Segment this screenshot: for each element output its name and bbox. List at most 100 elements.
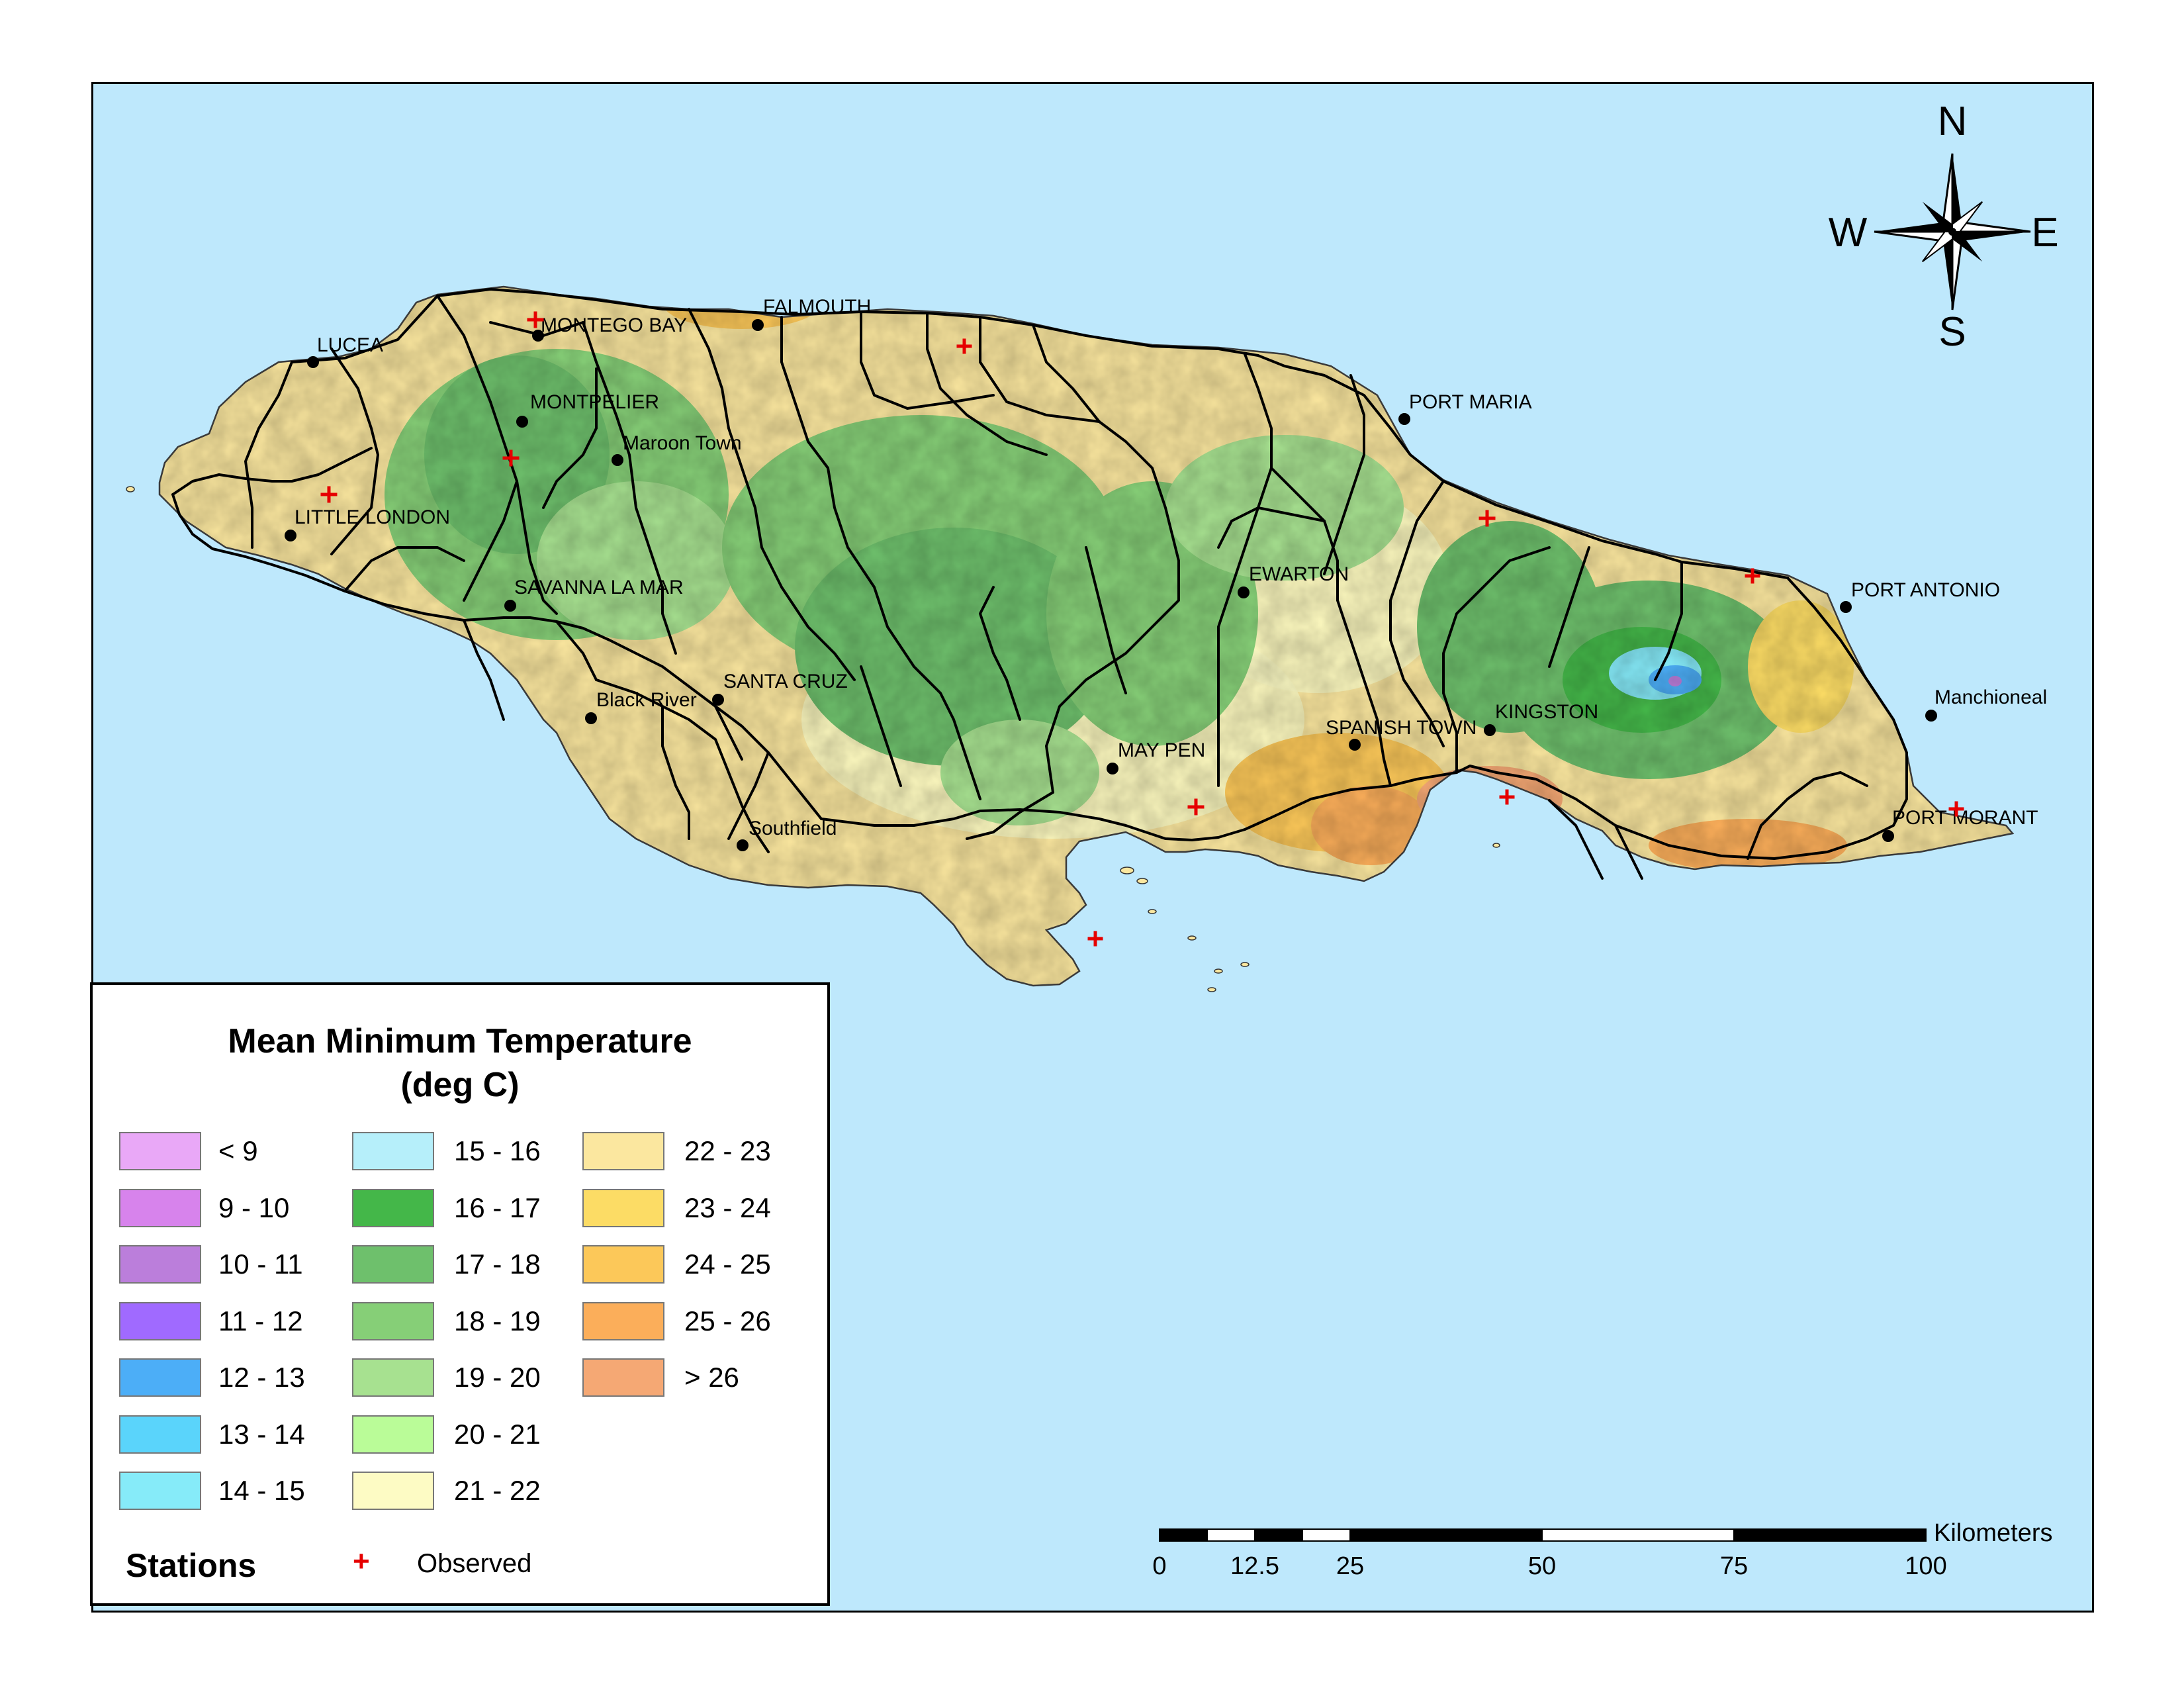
offshore-cays — [126, 486, 1500, 992]
place-label-black-river: Black River — [596, 689, 697, 711]
legend-swatch — [352, 1188, 434, 1227]
station-marker — [1745, 568, 1760, 584]
legend-swatch — [119, 1188, 201, 1227]
town-dot — [1925, 710, 1937, 722]
station-marker — [1087, 931, 1103, 947]
town-dot — [307, 356, 319, 368]
legend-swatch — [352, 1301, 434, 1340]
legend-swatch — [352, 1132, 434, 1170]
legend-swatch — [582, 1358, 664, 1397]
scale-tick-label: 25 — [1336, 1552, 1364, 1580]
scale-unit-label: Kilometers — [1934, 1519, 2053, 1547]
legend-swatch — [119, 1472, 201, 1510]
scale-tick-label: 50 — [1528, 1552, 1556, 1580]
town-dot — [752, 319, 764, 331]
legend-swatch — [352, 1415, 434, 1454]
station-marker — [1499, 789, 1515, 805]
observed-stations — [320, 311, 1964, 947]
legend-class-label: 12 - 13 — [218, 1362, 305, 1393]
legend-class-label: 17 - 18 — [454, 1248, 541, 1280]
compass-west-label: W — [1829, 210, 1868, 256]
compass-south-label: S — [1938, 309, 1966, 355]
scale-tick-label: 100 — [1905, 1552, 1946, 1580]
place-markers: MONTEGO BAY FALMOUTH LUCEA MONTPELIER Ma… — [285, 296, 2047, 851]
scale-tick-label: 75 — [1720, 1552, 1748, 1580]
legend-swatch — [119, 1245, 201, 1284]
place-label-little-london: LITTLE LONDON — [295, 506, 450, 528]
legend-swatch — [119, 1301, 201, 1340]
scale-tick-label: 0 — [1152, 1552, 1166, 1580]
town-dot — [504, 600, 516, 612]
scale-bar-segments — [1159, 1528, 1927, 1542]
town-dot — [1238, 586, 1250, 598]
station-marker — [320, 486, 338, 503]
legend-class-label: 13 - 14 — [218, 1418, 305, 1450]
road-network — [171, 288, 1908, 880]
stations-heading: Stations — [126, 1547, 257, 1584]
place-label-southfield: Southfield — [749, 818, 837, 839]
station-marker — [1948, 801, 1964, 817]
legend-title-line1: Mean Minimum Temperature — [228, 1022, 692, 1060]
town-dot — [532, 330, 544, 342]
place-label-kingston: KINGSTON — [1495, 701, 1598, 723]
station-marker — [502, 449, 520, 467]
legend-class-label: 18 - 19 — [454, 1305, 541, 1336]
town-dot — [1484, 724, 1496, 736]
legend-swatch — [119, 1358, 201, 1397]
legend-swatch — [582, 1188, 664, 1227]
legend-swatch — [352, 1245, 434, 1284]
legend-swatch — [582, 1132, 664, 1170]
place-label-maroon-town: Maroon Town — [623, 432, 742, 454]
legend-swatch — [352, 1358, 434, 1397]
place-label-montego-bay: MONTEGO BAY — [541, 314, 687, 336]
scale-bar: Kilometers 0 12.5 25 50 75 100 — [1152, 1519, 2053, 1580]
jamaica-temperature-map: MONTEGO BAY FALMOUTH LUCEA MONTPELIER Ma… — [126, 285, 2047, 992]
legend-class-label: 16 - 17 — [454, 1192, 541, 1223]
legend-class-label: 21 - 22 — [454, 1475, 541, 1506]
place-label-spanish-town: SPANISH TOWN — [1326, 717, 1477, 739]
compass-rose-icon — [1874, 153, 2031, 310]
legend-class-label: 15 - 16 — [454, 1135, 541, 1166]
place-label-montpelier: MONTPELIER — [530, 391, 659, 413]
town-dot — [612, 454, 623, 466]
place-label-lucea: LUCEA — [317, 334, 383, 356]
station-marker — [527, 311, 544, 328]
legend-class-label: 9 - 10 — [218, 1192, 290, 1223]
legend-class-label: 11 - 12 — [218, 1305, 303, 1336]
legend-swatch — [582, 1245, 664, 1284]
legend-class-label: 20 - 21 — [454, 1418, 541, 1450]
place-label-manchioneal: Manchioneal — [1934, 686, 2047, 708]
station-marker — [1479, 510, 1496, 527]
legend-class-label: < 9 — [218, 1135, 258, 1166]
town-dot — [1398, 413, 1410, 425]
town-dot — [737, 839, 749, 851]
north-arrow: N S E W — [1829, 99, 2059, 355]
legend-title: Mean Minimum Temperature (deg C) — [93, 1019, 827, 1107]
place-label-port-maria: PORT MARIA — [1409, 391, 1532, 413]
town-dot — [585, 712, 597, 724]
map-legend: Mean Minimum Temperature (deg C) < 9 9 - … — [90, 982, 830, 1606]
place-label-santa-cruz: SANTA CRUZ — [723, 671, 848, 692]
legend-class-label: 19 - 20 — [454, 1362, 541, 1393]
scale-tick-label: 12.5 — [1230, 1552, 1279, 1580]
legend-class-label: 10 - 11 — [218, 1248, 303, 1280]
compass-east-label: E — [2031, 210, 2058, 256]
compass-north-label: N — [1938, 99, 1968, 144]
station-marker — [956, 338, 972, 354]
town-dot — [1107, 763, 1118, 774]
legend-class-label: 23 - 24 — [684, 1192, 771, 1223]
town-dot — [516, 416, 528, 428]
legend-class-label: 25 - 26 — [684, 1305, 771, 1336]
legend-swatch — [119, 1132, 201, 1170]
place-label-port-antonio: PORT ANTONIO — [1851, 579, 2000, 601]
place-label-may-pen: MAY PEN — [1118, 739, 1205, 761]
town-dot — [712, 694, 724, 706]
legend-class-label: 24 - 25 — [684, 1248, 771, 1280]
place-label-ewarton: EWARTON — [1249, 563, 1349, 585]
legend-swatch — [582, 1301, 664, 1340]
legend-class-label: > 26 — [684, 1362, 739, 1393]
legend-class-label: 22 - 23 — [684, 1135, 771, 1166]
observed-station-label: Observed — [417, 1549, 532, 1578]
legend-title-line2: (deg C) — [400, 1066, 520, 1104]
place-label-falmouth: FALMOUTH — [763, 296, 871, 318]
